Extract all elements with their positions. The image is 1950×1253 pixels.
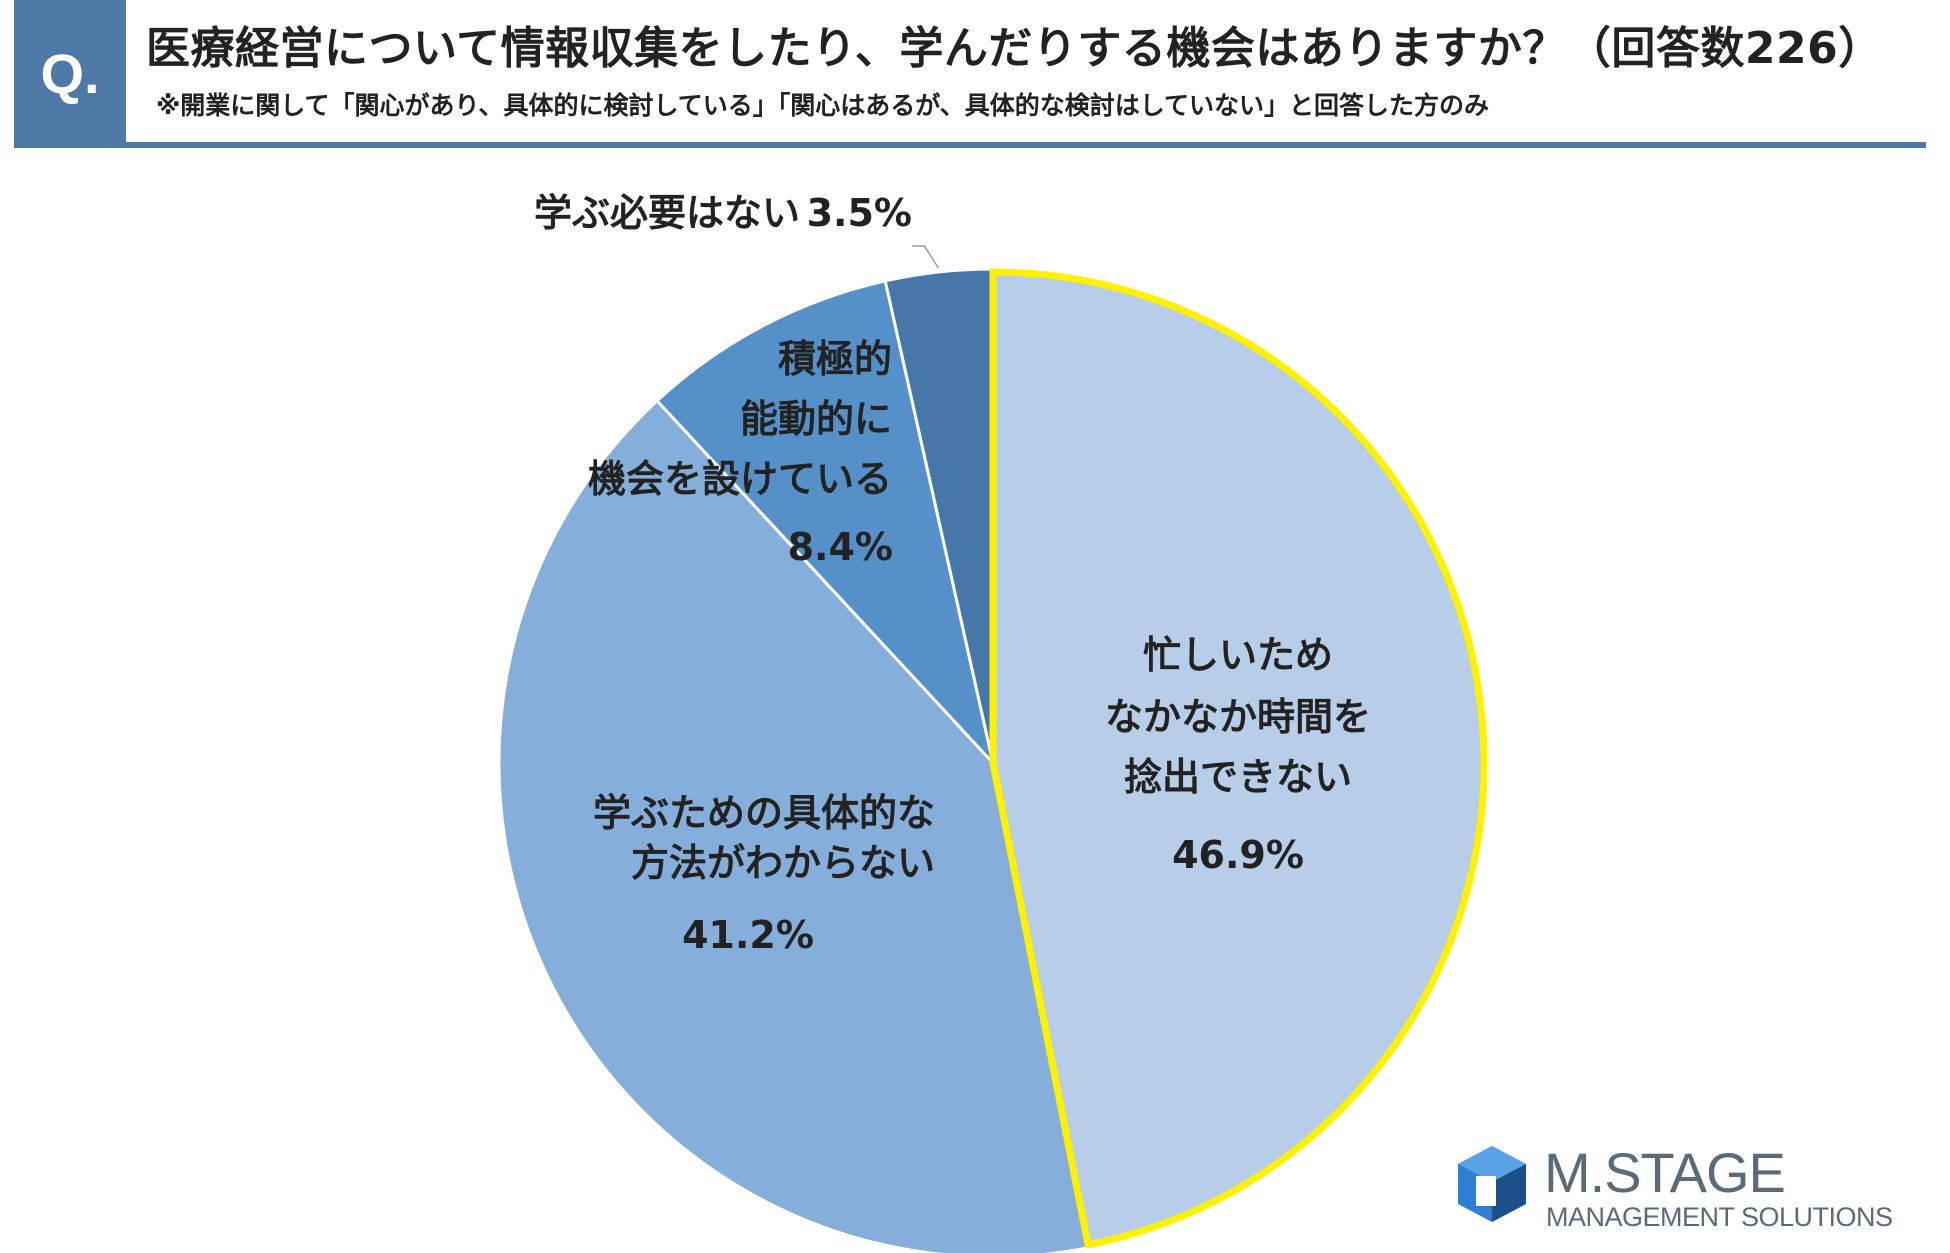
question-header: Q. 医療経営について情報収集をしたり、学んだりする機会はありますか？（回答数2… xyxy=(0,0,1950,150)
header-divider xyxy=(14,142,1926,148)
logo-name: M.STAGE xyxy=(1544,1141,1786,1204)
slice-label-2-line-0: 積極的 xyxy=(778,337,892,381)
slice-label-3-line-0: 学ぶ必要はない xyxy=(534,191,800,235)
slice-label-2-line-1: 能動的に xyxy=(740,397,892,441)
company-logo: M.STAGE MANAGEMENT SOLUTIONS xyxy=(1452,1140,1893,1240)
question-title: 医療経営について情報収集をしたり、学んだりする機会はありますか？（回答数226） xyxy=(146,23,1883,74)
slice-label-1-line-0: 学ぶための具体的な xyxy=(593,791,935,835)
pie-slices xyxy=(497,267,1489,1253)
slice-label-0-line-1: なかなか時間を xyxy=(1105,695,1371,739)
logo-subtitle: MANAGEMENT SOLUTIONS xyxy=(1546,1202,1893,1232)
question-badge: Q. xyxy=(14,0,126,146)
question-subtitle: ※開業に関して「関心があり、具体的に検討している」「関心はあるが、具体的な検討は… xyxy=(156,91,1490,120)
slice-value-1: 41.2% xyxy=(682,913,814,957)
pie-highlight xyxy=(989,268,1488,1249)
slice-value-3: 3.5% xyxy=(807,191,912,235)
logo-mark-icon xyxy=(1458,1146,1526,1222)
slice-label-1-line-1: 方法がわからない xyxy=(631,841,935,885)
slice-label-2-line-2: 機会を設けている xyxy=(588,457,892,501)
slice-value-0: 46.9% xyxy=(1172,833,1304,877)
pie-slice-1 xyxy=(497,398,1091,1253)
pie-slice-highlight xyxy=(989,268,1488,1249)
pie-slice-2 xyxy=(654,279,996,769)
slice-value-2: 8.4% xyxy=(788,525,893,569)
slice-label-0-line-2: 捻出できない xyxy=(1124,755,1352,799)
slice-label-0-line-0: 忙しいため xyxy=(1143,633,1333,677)
leader-line xyxy=(912,245,940,269)
